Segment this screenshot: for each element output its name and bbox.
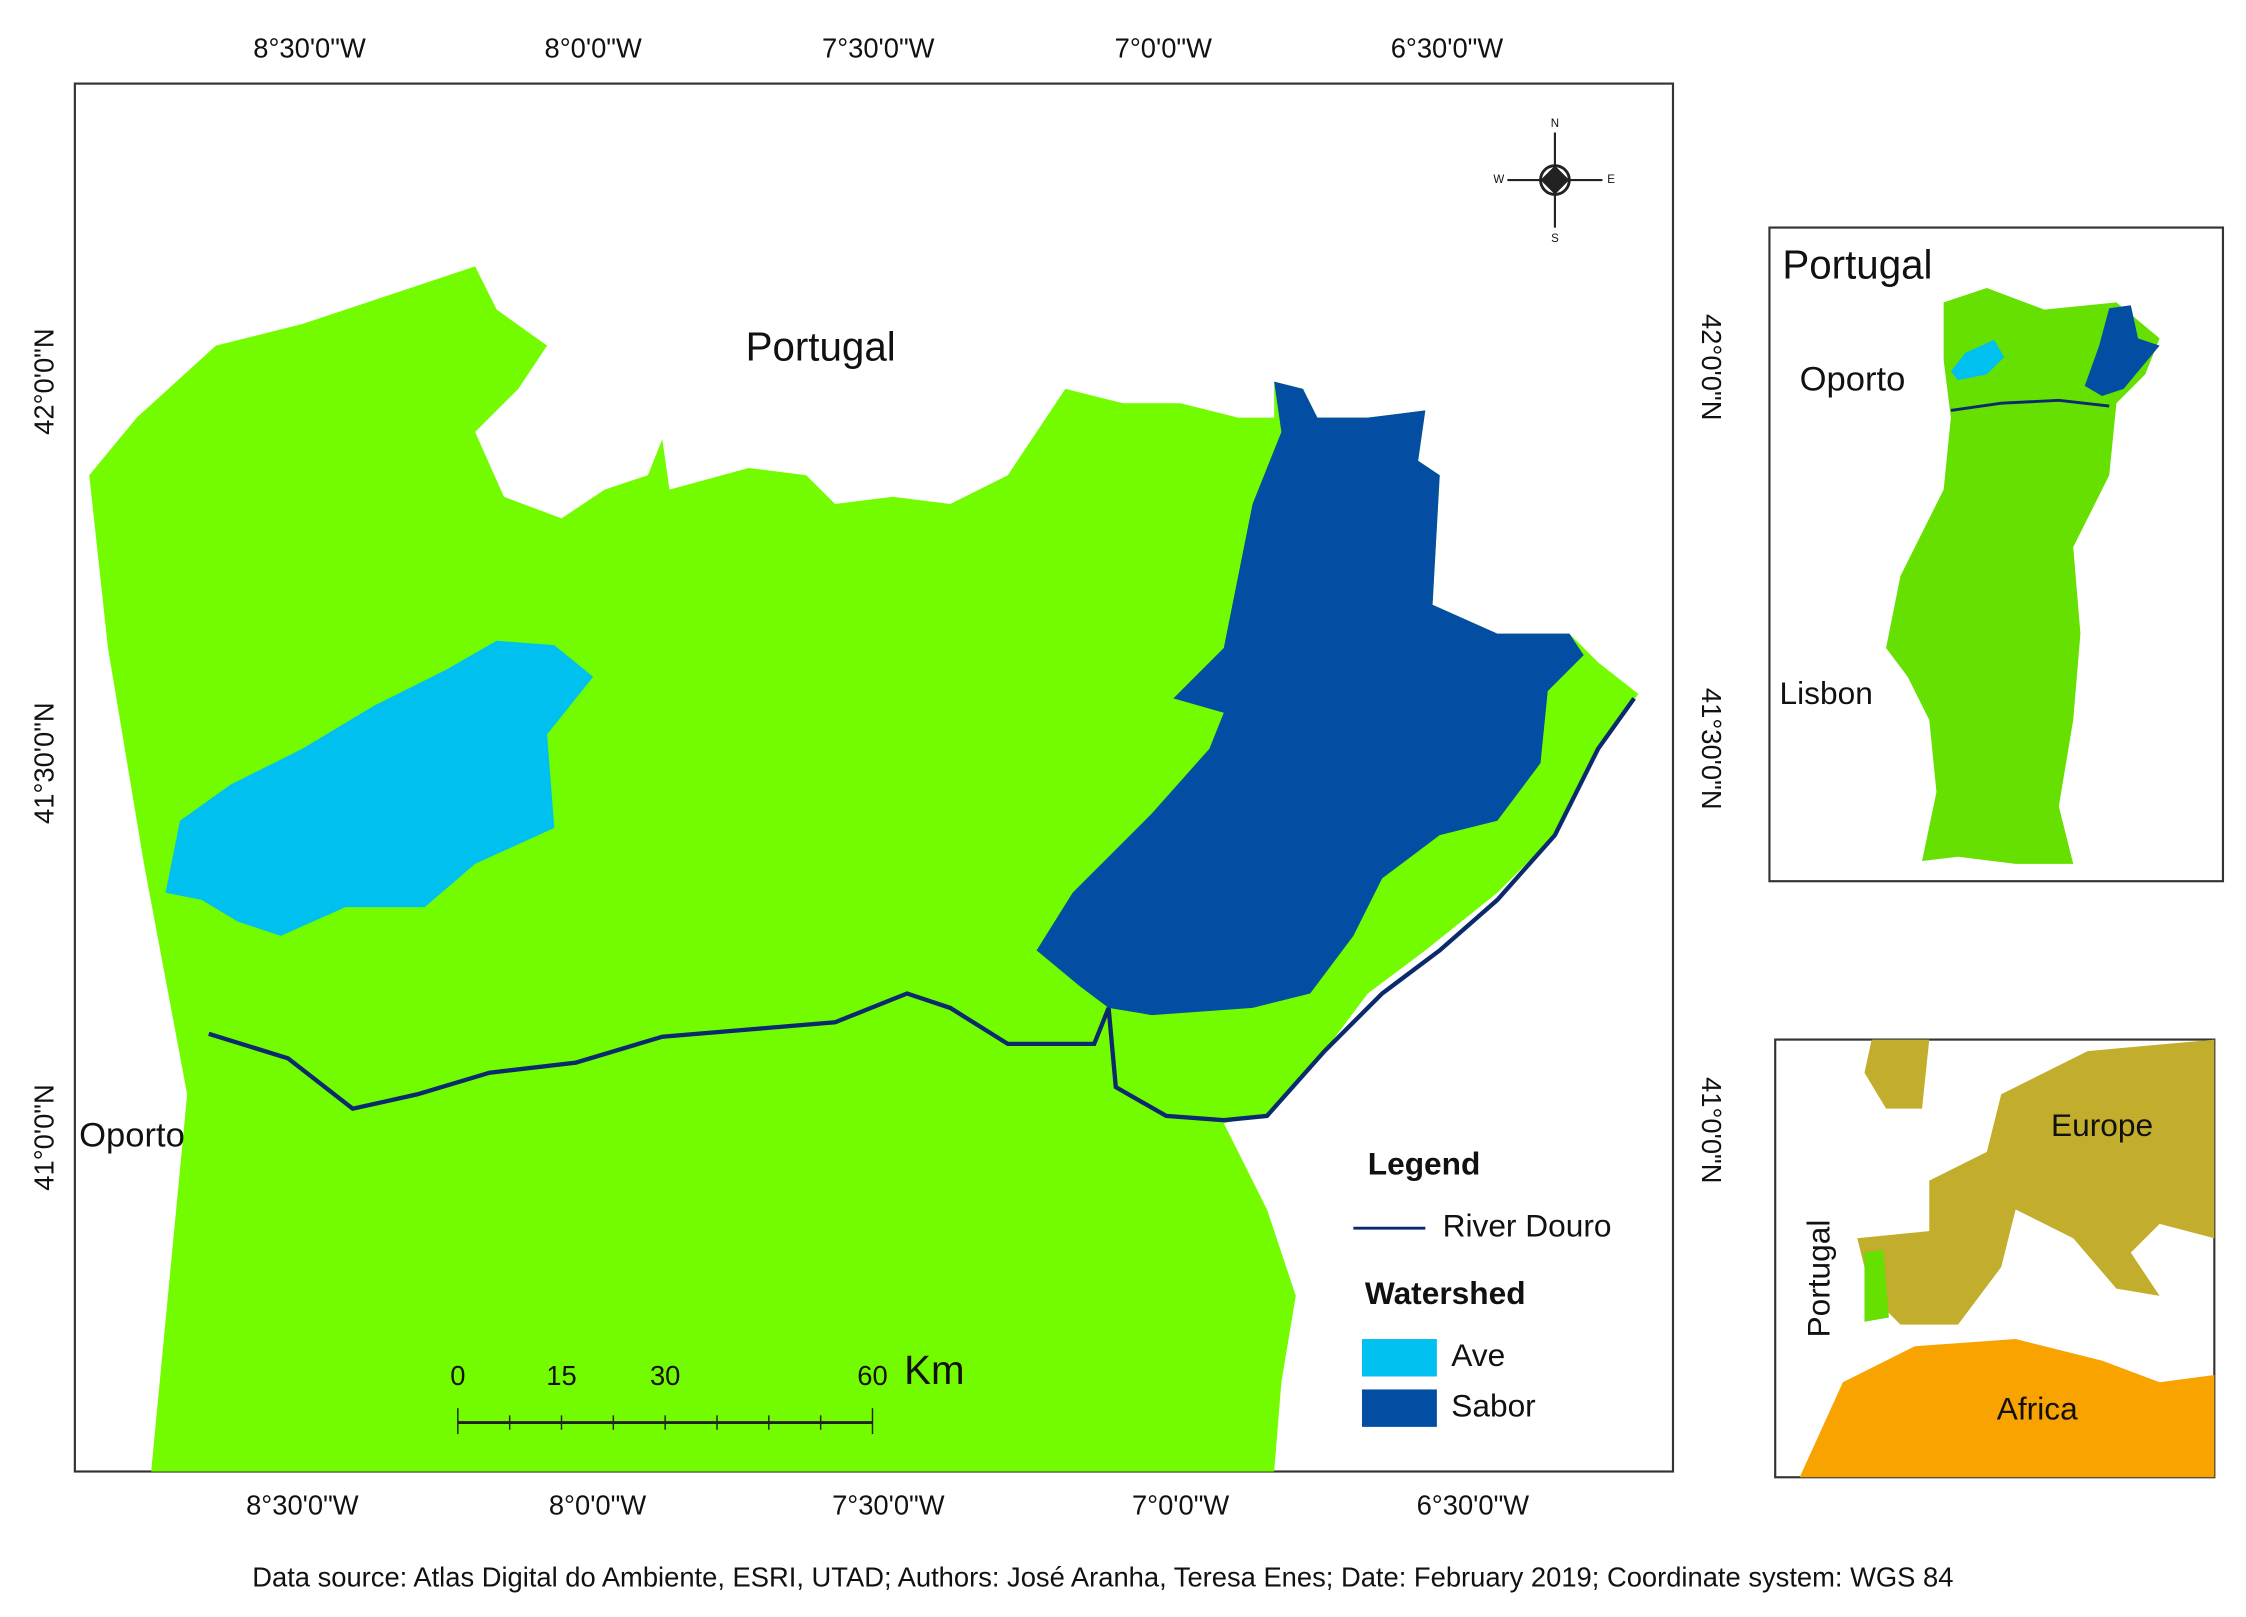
africa-shape: [1799, 1339, 2215, 1478]
britain-shape: [1864, 1039, 1930, 1109]
inset-river: [1950, 398, 2110, 412]
river-douro: [208, 697, 1636, 1123]
sabor-watershed: [1036, 381, 1584, 1016]
longitude-label: 6°30'0"W: [1417, 1490, 1530, 1521]
latitude-label: 41°30'0"N: [28, 702, 59, 824]
inset-title: Portugal: [1782, 243, 1932, 288]
legend-swatch: [1361, 1389, 1437, 1427]
longitude-label: 7°0'0"W: [1115, 33, 1212, 64]
longitude-label: 7°30'0"W: [822, 33, 935, 64]
ave-watershed: [165, 640, 594, 936]
latitude-label: 41°0'0"N: [28, 1084, 59, 1190]
country-label: Portugal: [746, 325, 896, 370]
longitude-label: 8°0'0"W: [549, 1490, 646, 1521]
legend-subtitle: Watershed: [1365, 1275, 1526, 1311]
inset-ave: [1950, 339, 2005, 381]
scale-bar: [457, 1408, 874, 1435]
legend-label: Ave: [1451, 1337, 1505, 1373]
latitude-label: 42°0'0"N: [28, 328, 59, 434]
compass: N S E W: [1493, 118, 1615, 245]
inset-region-label: Portugal: [1801, 1220, 1837, 1338]
longitude-label: 8°30'0"W: [246, 1490, 359, 1521]
footer: Data source: Atlas Digital do Ambiente, …: [252, 1562, 1953, 1593]
inset-portugal-small: [1864, 1249, 1889, 1322]
inset-city: Oporto: [1800, 361, 1906, 399]
latitude-label: 42°0'0"N: [1696, 314, 1727, 420]
longitude-label: 8°30'0"W: [253, 33, 366, 64]
latitude-label: 41°0'0"N: [1696, 1077, 1727, 1183]
compass-letter: S: [1551, 233, 1559, 245]
legend-title: Legend: [1368, 1146, 1481, 1182]
latitude-label: 41°30'0"N: [1696, 688, 1727, 810]
inset-portugal-shape: [1886, 288, 2160, 864]
compass-letter: W: [1493, 174, 1504, 186]
longitude-label: 8°0'0"W: [545, 33, 642, 64]
longitude-label: 7°0'0"W: [1132, 1490, 1229, 1521]
inset-sabor: [2084, 305, 2160, 397]
inset-region-label: Africa: [1997, 1390, 2078, 1426]
longitude-label: 7°30'0"W: [832, 1490, 945, 1521]
legend-swatch: [1361, 1339, 1437, 1377]
scale-unit: Km: [904, 1348, 964, 1393]
scale-label: 0: [450, 1360, 465, 1391]
europe-shape: [1857, 1039, 2215, 1325]
scale-label: 60: [857, 1360, 887, 1391]
city-label: Oporto: [79, 1117, 185, 1155]
inset-region-label: Europe: [2051, 1107, 2153, 1143]
compass-letter: N: [1551, 118, 1559, 130]
scale-label: 30: [650, 1360, 680, 1391]
scale-label: 15: [546, 1360, 576, 1391]
legend-label: Sabor: [1451, 1388, 1536, 1424]
legend-label: River Douro: [1443, 1208, 1612, 1244]
compass-letter: E: [1607, 174, 1615, 186]
inset-city: Lisbon: [1780, 675, 1873, 711]
longitude-label: 6°30'0"W: [1391, 33, 1504, 64]
